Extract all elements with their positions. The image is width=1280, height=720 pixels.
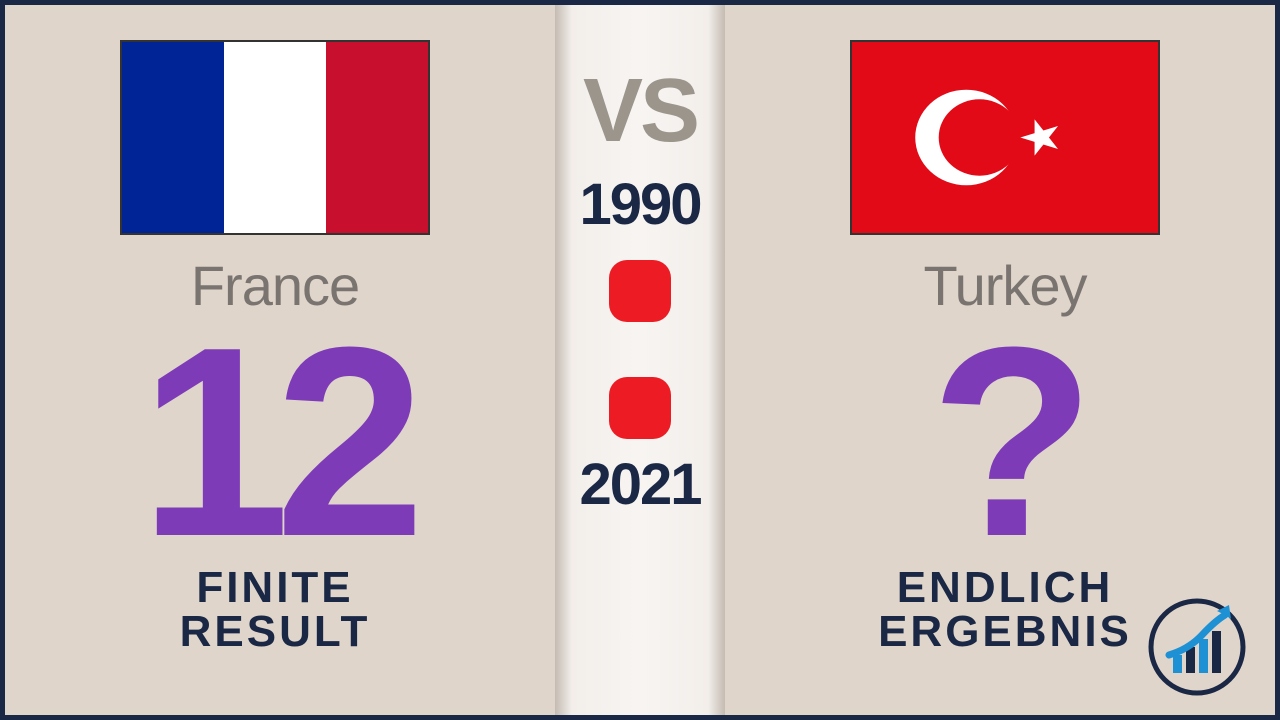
- year-end: 2021: [579, 451, 700, 518]
- separator-dot-icon: [609, 260, 671, 322]
- left-panel: France 12 FINITE RESULT: [5, 5, 545, 715]
- score-right: ?: [930, 328, 1080, 558]
- tagline-left: FINITE RESULT: [180, 566, 371, 654]
- year-start: 1990: [579, 171, 700, 238]
- france-flag-icon: [120, 40, 430, 235]
- vs-label: VS: [583, 60, 697, 163]
- turkey-flag-icon: [850, 40, 1160, 235]
- separator-dot-icon: [609, 377, 671, 439]
- tagline-right: ENDLICH ERGEBNIS: [878, 566, 1132, 654]
- center-strip: VS 1990 2021: [555, 5, 725, 715]
- channel-logo-icon: [1147, 597, 1247, 697]
- score-left: 12: [140, 328, 410, 558]
